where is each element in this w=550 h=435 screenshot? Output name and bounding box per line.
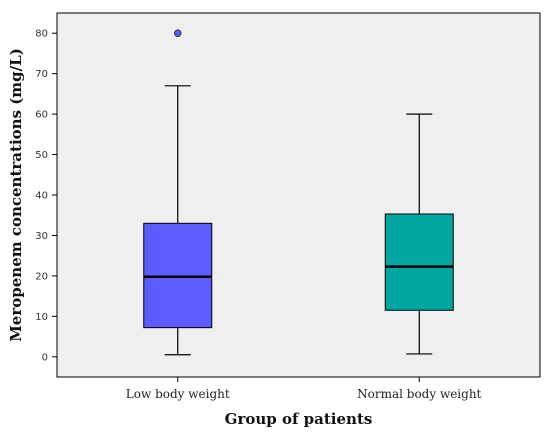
y-tick-label-6: 60 xyxy=(35,110,48,121)
y-axis-title: Meropenem concentrations (mg/L) xyxy=(7,48,25,342)
box-1 xyxy=(384,113,454,355)
y-tick-label-8: 80 xyxy=(35,29,48,40)
y-tick-label-1: 10 xyxy=(35,312,48,323)
y-tick-label-0: 0 xyxy=(42,352,48,363)
x-category-label-1: Normal body weight xyxy=(357,387,481,401)
box-series xyxy=(143,29,454,356)
y-tick-label-2: 20 xyxy=(35,271,48,282)
y-axis: 0 10 20 30 40 50 60 70 80 xyxy=(35,29,57,363)
y-tick-label-4: 40 xyxy=(35,191,48,202)
y-tick-label-7: 70 xyxy=(35,69,48,80)
plot-area xyxy=(56,12,541,378)
y-tick-label-3: 30 xyxy=(35,231,48,242)
x-category-label-0: Low body weight xyxy=(126,387,230,401)
x-axis-title: Group of patients xyxy=(225,410,373,428)
box-0 xyxy=(143,29,213,356)
y-tick-label-5: 50 xyxy=(35,150,48,161)
outlier-point-0-0 xyxy=(174,29,182,37)
iqr-box-1 xyxy=(384,213,454,311)
x-axis: Low body weight Normal body weight xyxy=(126,377,482,401)
